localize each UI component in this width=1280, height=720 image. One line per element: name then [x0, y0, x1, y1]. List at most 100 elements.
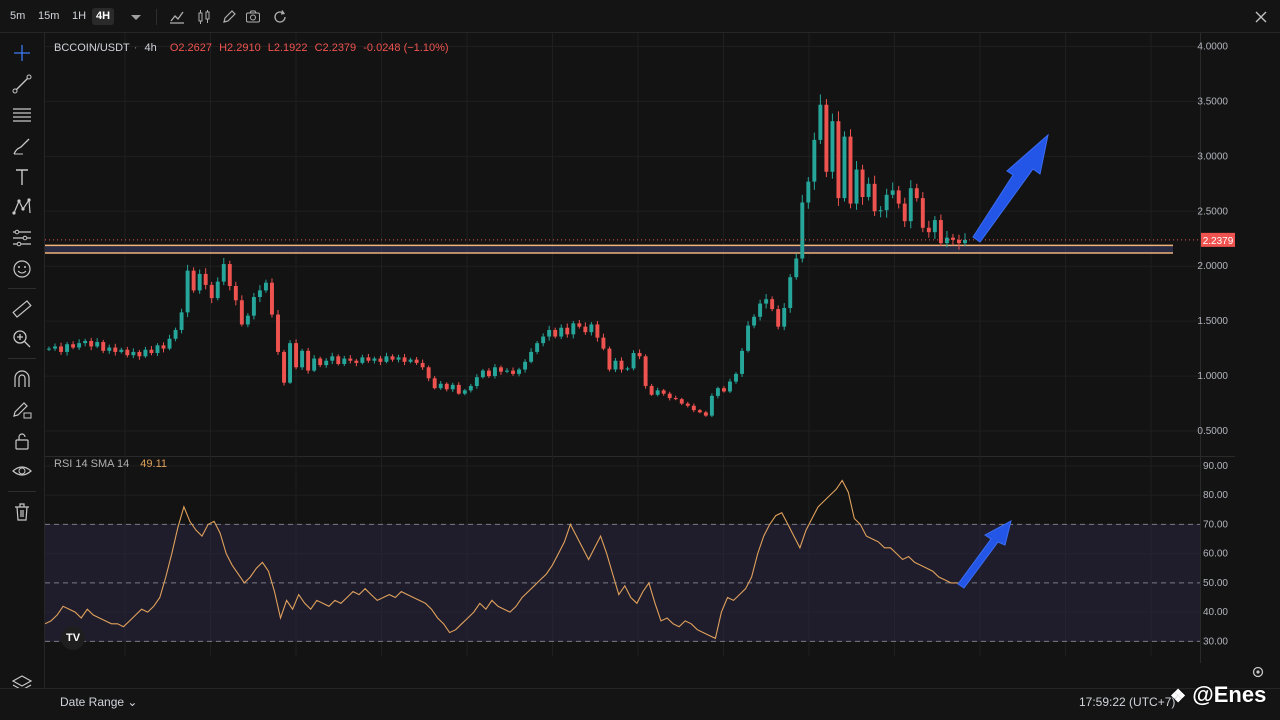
zoom-in-icon[interactable]	[11, 328, 33, 350]
candle-body	[414, 359, 419, 363]
rsi-tick-label: 90.00	[1203, 461, 1228, 472]
candle-body	[577, 323, 582, 327]
chevron-down-icon[interactable]	[128, 9, 144, 25]
candle-body	[65, 344, 70, 352]
timeframe-4h[interactable]: 4H	[92, 8, 115, 25]
candle-body	[312, 358, 317, 371]
refresh-icon[interactable]	[272, 9, 288, 25]
candle-body	[854, 169, 859, 204]
rsi-tick-label: 80.00	[1203, 490, 1228, 501]
candle-body	[715, 388, 720, 396]
candle-body	[800, 202, 805, 259]
interval-label: 4h	[144, 42, 157, 54]
emoji-icon[interactable]	[11, 258, 33, 280]
support-zone-fill	[45, 245, 1173, 254]
candle-body	[878, 210, 883, 212]
candle-body	[667, 393, 672, 399]
close-icon[interactable]	[1253, 9, 1269, 25]
candle-body	[553, 329, 558, 337]
candle-body	[691, 405, 696, 411]
candle-body	[119, 349, 124, 352]
candle-body	[348, 358, 353, 361]
candle-body	[221, 264, 226, 282]
rsi-legend[interactable]: RSI 14 SMA 14 49.11	[54, 458, 171, 470]
candle-body	[227, 264, 232, 287]
candles-icon[interactable]	[196, 9, 212, 25]
candle-body	[77, 343, 82, 348]
crosshair-icon[interactable]	[11, 42, 33, 64]
candle-body	[179, 312, 184, 330]
candle-body	[565, 327, 570, 335]
candle-body	[619, 360, 624, 370]
timeframe-1h[interactable]: 1H	[72, 10, 87, 22]
candle-body	[529, 351, 534, 362]
candle-body	[288, 343, 293, 383]
pattern-icon[interactable]	[11, 196, 33, 218]
candle-body	[776, 309, 781, 327]
candle-body	[402, 357, 407, 362]
eye-icon[interactable]	[11, 460, 33, 482]
text-icon[interactable]	[11, 166, 33, 188]
trash-icon[interactable]	[11, 501, 33, 523]
pencil-icon[interactable]	[221, 9, 237, 25]
up-arrow-annotation	[972, 133, 1049, 243]
candle-body	[806, 181, 811, 203]
candle-body	[848, 136, 853, 204]
camera-icon[interactable]	[245, 9, 261, 25]
candle-body	[366, 357, 371, 361]
horizontal-lines-icon[interactable]	[11, 104, 33, 126]
rsi-label: RSI 14 SMA 14	[54, 458, 130, 470]
candle-body	[697, 410, 702, 413]
candle-body	[468, 385, 473, 391]
lock-icon[interactable]	[11, 430, 33, 452]
candle-body	[185, 270, 190, 313]
ruler-icon[interactable]	[11, 298, 33, 320]
price-tick-label: 2.5000	[1197, 206, 1228, 217]
candle-body	[282, 351, 286, 383]
candle-body	[245, 315, 250, 325]
candle-body	[505, 370, 509, 372]
candle-body	[420, 362, 425, 368]
date-range-button[interactable]: Date Range ⌄	[60, 695, 138, 709]
price-tick-label: 2.0000	[1197, 261, 1228, 272]
candle-body	[932, 220, 937, 233]
timeframe-15m[interactable]: 15m	[38, 10, 60, 22]
binance-logo-icon: ❖	[1170, 686, 1187, 706]
rsi-tick-label: 50.00	[1203, 578, 1228, 589]
candle-body	[950, 237, 955, 240]
candle-body	[233, 286, 238, 301]
trend-line-icon[interactable]	[11, 73, 33, 95]
candle-body	[734, 373, 738, 382]
candle-body	[842, 136, 847, 199]
chart-canvas[interactable]: 4.0000 3.5000 3.0000 2.5000 2.0000 1.5000 1.00…	[45, 33, 1235, 663]
settings-gear-icon[interactable]	[1251, 665, 1265, 679]
brush-icon[interactable]	[11, 135, 33, 157]
timeframe-5m[interactable]: 5m	[10, 10, 26, 22]
candle-body	[456, 384, 461, 394]
candle-body	[444, 383, 449, 390]
measure-lines-icon[interactable]	[11, 227, 33, 249]
candle-body	[728, 381, 732, 392]
clock-timezone[interactable]: 17:59:22 (UTC+7)	[1079, 695, 1176, 709]
candle-body	[884, 194, 889, 211]
magnet-icon[interactable]	[11, 368, 33, 390]
candle-body	[197, 273, 202, 291]
pencil-lock-icon[interactable]	[11, 399, 33, 421]
change-value: -0.0248 (−1.10%)	[363, 42, 449, 54]
candle-body	[149, 349, 154, 354]
candle-body	[378, 358, 383, 362]
candle-body	[209, 284, 214, 299]
candle-body	[474, 377, 479, 386]
candle-body	[336, 356, 341, 365]
line-chart-icon[interactable]	[169, 9, 185, 25]
candle-body	[770, 299, 775, 310]
last-price-tag	[1201, 232, 1235, 247]
candle-body	[788, 277, 793, 308]
candle-body	[920, 198, 925, 228]
candle-body	[131, 351, 136, 356]
candle-body	[426, 367, 431, 379]
candle-body	[499, 367, 503, 372]
candle-body	[125, 349, 130, 356]
chart-area[interactable]: 4.0000 3.5000 3.0000 2.5000 2.0000 1.5000 1.00…	[45, 33, 1235, 663]
candle-body	[685, 403, 690, 406]
